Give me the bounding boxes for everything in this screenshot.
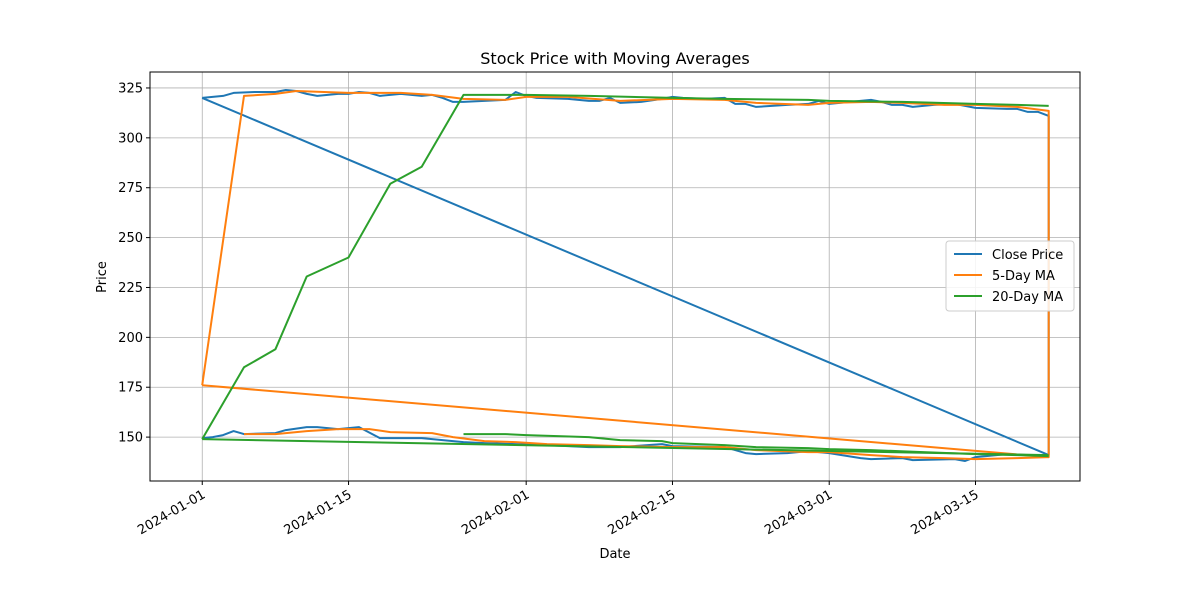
plot-area-frame (149, 71, 1081, 482)
5-day-ma-line-part-1 (244, 428, 1049, 461)
y-tick-label: 300 (118, 131, 143, 146)
grid-lines (150, 72, 1080, 481)
y-axis-label: Price (95, 261, 110, 293)
series-layer (201, 89, 1050, 462)
chart-title: Stock Price with Moving Averages (480, 49, 749, 68)
legend-label-20-day-ma: 20-Day MA (992, 290, 1063, 305)
legend: Close Price 5-Day MA 20-Day MA (945, 240, 1075, 312)
y-tick-label: 150 (118, 431, 143, 446)
20-day-ma-line-part-2 (463, 433, 1049, 458)
y-tick-label: 200 (118, 331, 143, 346)
y-tick-label: 325 (118, 81, 143, 96)
20-day-ma-line (201, 93, 1049, 440)
legend-box (945, 240, 1075, 312)
x-axis-label: Date (599, 547, 630, 562)
y-tick-label: 275 (118, 181, 143, 196)
y-tick-label: 175 (118, 381, 143, 396)
legend-label-5-day-ma: 5-Day MA (992, 269, 1055, 284)
y-tick-label: 250 (118, 231, 143, 246)
close-price-line (201, 89, 1050, 457)
y-axis-ticks: 150 175 200 225 250 275 300 325 (118, 81, 150, 446)
y-tick-label: 225 (118, 281, 143, 296)
legend-label-close-price: Close Price (992, 248, 1063, 263)
